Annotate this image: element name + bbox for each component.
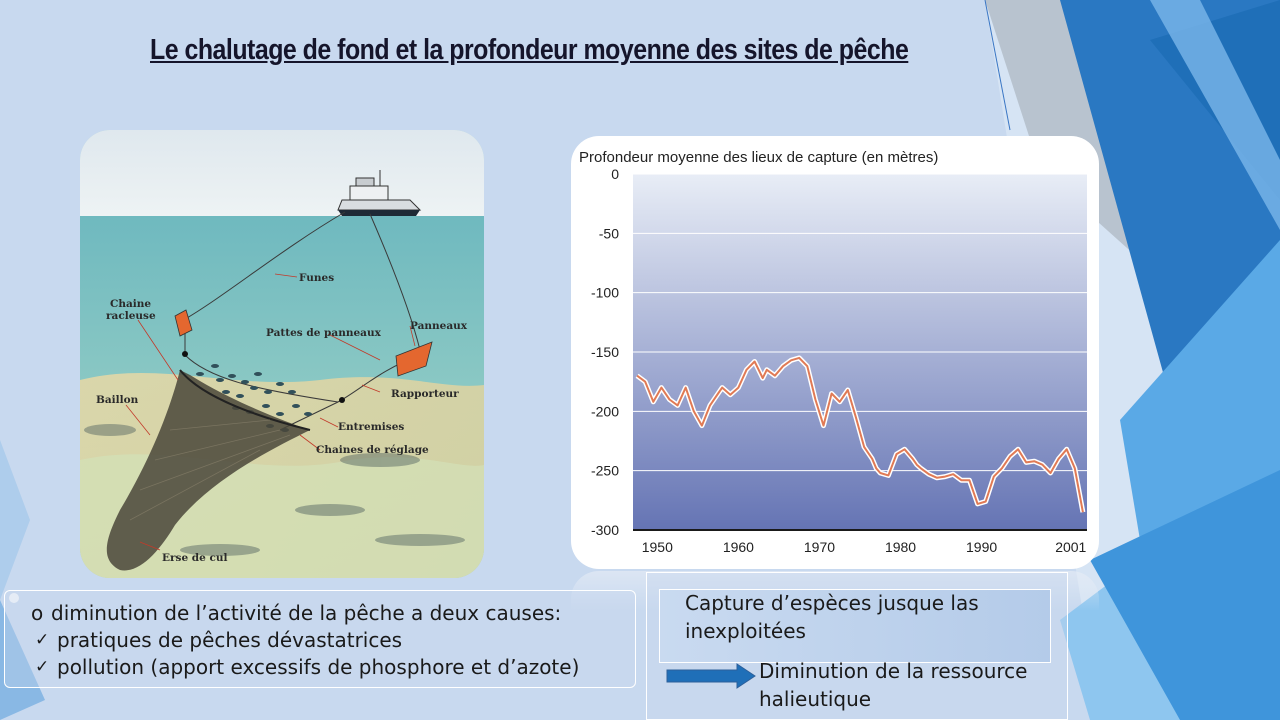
cause-heading: diminution de l’activité de la pêche a d… bbox=[51, 601, 562, 625]
bullet-main: o bbox=[31, 601, 44, 625]
right-arrow-icon bbox=[666, 663, 756, 689]
trawl-drawing bbox=[80, 130, 484, 578]
x-tick-label: 1970 bbox=[804, 539, 835, 555]
result-line-1: Diminution de la ressource bbox=[759, 659, 1028, 683]
x-tick-label: 1990 bbox=[966, 539, 997, 555]
consequence-text-box: Capture d’espèces jusque las inexploitée… bbox=[646, 572, 1068, 720]
depth-series-line bbox=[636, 356, 1084, 513]
y-tick-label: -100 bbox=[591, 285, 619, 301]
label-panneaux: Panneaux bbox=[410, 320, 468, 332]
chart-title: Profondeur moyenne des lieux de capture … bbox=[579, 149, 938, 166]
otter-board-right bbox=[395, 341, 433, 377]
x-tick-label: 1960 bbox=[723, 539, 754, 555]
causes-text-box: o diminution de l’activité de la pêche a… bbox=[4, 590, 636, 688]
x-tick-label: 2001 bbox=[1055, 539, 1086, 555]
label-chaines-de-reglage: Chaines de réglage bbox=[316, 444, 429, 456]
y-tick-label: -150 bbox=[591, 344, 619, 360]
cause-item-1: pratiques de pêches dévastatrices bbox=[57, 628, 403, 652]
check-icon: ✓ bbox=[35, 630, 50, 650]
y-tick-label: -50 bbox=[599, 225, 619, 241]
result-line-2: halieutique bbox=[759, 687, 872, 711]
otter-board-left bbox=[174, 309, 193, 337]
y-tick-label: -200 bbox=[591, 403, 619, 419]
label-baillon: Baillon bbox=[96, 394, 139, 406]
x-tick-label: 1980 bbox=[885, 539, 916, 555]
slide-title: Le chalutage de fond et la profondeur mo… bbox=[150, 34, 909, 66]
label-rapporteur: Rapporteur bbox=[391, 388, 459, 400]
trawler-boat bbox=[337, 170, 422, 216]
bottom-trawl-illustration: Funes Chaine racleuse Pattes de panneaux… bbox=[80, 130, 484, 578]
consequence-highlight bbox=[659, 589, 1051, 663]
depth-chart-svg: Profondeur moyenne des lieux de capture … bbox=[579, 149, 1087, 555]
check-icon: ✓ bbox=[35, 657, 50, 677]
label-pattes-de-panneaux: Pattes de panneaux bbox=[266, 327, 381, 339]
y-tick-label: -300 bbox=[591, 522, 619, 538]
label-entremises: Entremises bbox=[338, 421, 405, 433]
trawl-net bbox=[106, 369, 311, 571]
x-tick-label: 1950 bbox=[642, 539, 673, 555]
label-chaine: Chaine bbox=[110, 298, 152, 310]
y-tick-label: -250 bbox=[591, 463, 619, 479]
label-erse-de-cul: Erse de cul bbox=[162, 552, 228, 564]
depth-chart: Profondeur moyenne des lieux de capture … bbox=[571, 136, 1099, 569]
consequence-line-2: inexploitées bbox=[685, 619, 806, 643]
label-racleuse: racleuse bbox=[106, 310, 156, 322]
cause-item-2: pollution (apport excessifs de phosphore… bbox=[57, 655, 580, 679]
text-box-handle bbox=[9, 593, 19, 603]
y-tick-label: 0 bbox=[611, 166, 619, 182]
consequence-line-1: Capture d’espèces jusque las bbox=[685, 591, 979, 615]
label-funes: Funes bbox=[299, 272, 335, 284]
